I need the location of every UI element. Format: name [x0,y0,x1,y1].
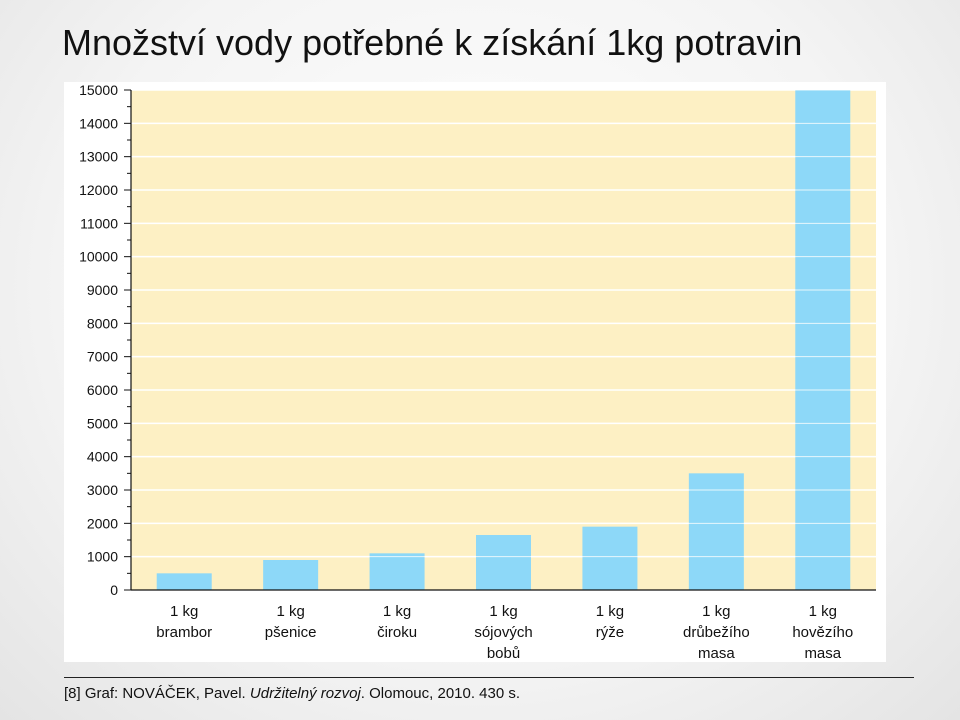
y-tick-label: 5000 [87,415,118,431]
slide-title: Množství vody potřebné k získání 1kg pot… [62,22,803,63]
bar-chart: 0 1000 2000 3000 4000 5000 6000 7000 8000 9000 100… [79,82,876,662]
x-tick-label-line: pšenice [265,624,317,641]
x-tick-label: 1 kg hovězího masa [792,603,853,662]
x-tick-label-line: 1 kg [276,603,304,620]
x-tick-label-line: hovězího [792,624,853,641]
bar [795,90,851,590]
y-tick-label: 8000 [87,315,118,331]
source-divider [64,677,914,678]
bar [369,553,425,590]
y-tick-label: 10000 [79,249,118,265]
plot-area [131,90,876,590]
y-tick-label: 2000 [87,515,118,531]
y-tick-label: 0 [110,582,118,598]
bar [688,473,744,590]
y-tick-label: 9000 [87,282,118,298]
x-tick-label: 1 kg sójových bobů [474,603,532,662]
x-tick-label-line: masa [804,645,841,662]
x-tick-label-line: 1 kg [383,603,411,620]
y-tick-label: 4000 [87,449,118,465]
y-tick-label: 3000 [87,482,118,498]
x-tick-label-line: bobů [487,645,520,662]
bar [156,573,212,590]
source-suffix: . Olomouc, 2010. 430 s. [360,685,521,702]
x-tick-label-line: 1 kg [596,603,624,620]
y-tick-label: 1000 [87,549,118,565]
source-citation: [8] Graf: NOVÁČEK, Pavel. Udržitelný roz… [64,685,520,702]
source-work: Udržitelný rozvoj [249,685,361,702]
x-tick-label-line: 1 kg [170,603,198,620]
y-tick-label: 14000 [79,115,118,131]
x-tick-label: 1 kg brambor [156,603,212,641]
x-tick-label: 1 kg pšenice [265,603,317,641]
x-tick-label-line: čiroku [377,624,417,641]
x-tick-label: 1 kg rýže [596,603,624,641]
y-tick-label: 13000 [79,149,118,165]
x-tick-label-line: drůbežího [683,624,750,641]
x-tick-label: 1 kg drůbežího masa [683,603,750,662]
y-tick-label: 15000 [79,82,118,98]
y-tick-label: 7000 [87,349,118,365]
x-tick-label-line: sójových [474,624,532,641]
y-tick-label: 11000 [80,215,118,231]
bar [263,560,319,590]
x-tick-label-line: 1 kg [702,603,730,620]
x-tick-label-line: brambor [156,624,212,641]
x-tick-label-line: masa [698,645,735,662]
y-tick-label: 6000 [87,382,118,398]
chart-panel: 0 1000 2000 3000 4000 5000 6000 7000 8000 9000 100… [64,82,886,662]
bar [476,535,531,590]
x-tick-label-line: rýže [596,624,624,641]
x-tick-label: 1 kg čiroku [377,603,417,641]
source-prefix: [8] Graf: NOVÁČEK, Pavel. [64,685,250,702]
y-tick-label: 12000 [79,182,118,198]
x-tick-label-line: 1 kg [809,603,837,620]
bar [582,526,638,590]
x-tick-label-line: 1 kg [489,603,517,620]
